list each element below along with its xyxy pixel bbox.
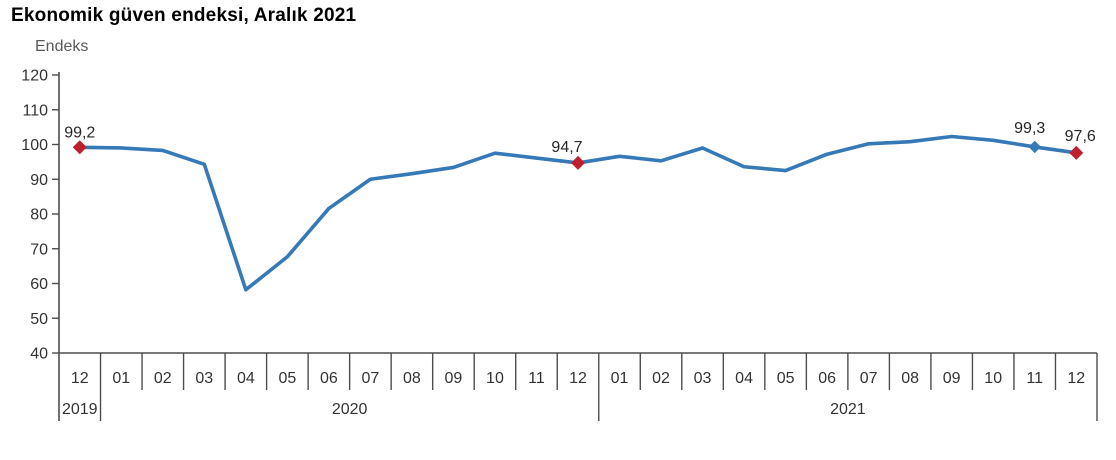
month-label: 12 bbox=[1067, 370, 1085, 387]
data-point-value-label: 97,6 bbox=[1065, 128, 1096, 145]
y-tick-label: 90 bbox=[30, 172, 48, 189]
month-label: 10 bbox=[984, 370, 1002, 387]
month-label: 03 bbox=[694, 370, 712, 387]
month-label: 06 bbox=[320, 370, 338, 387]
month-label: 07 bbox=[362, 370, 380, 387]
y-tick-label: 80 bbox=[30, 207, 48, 224]
data-point-marker bbox=[1028, 140, 1041, 154]
month-label: 12 bbox=[569, 370, 587, 387]
data-point-marker bbox=[72, 140, 87, 155]
month-label: 08 bbox=[901, 370, 919, 387]
y-tick-label: 110 bbox=[22, 102, 48, 119]
month-label: 11 bbox=[1026, 370, 1043, 387]
month-label: 12 bbox=[71, 370, 89, 387]
month-label: 02 bbox=[154, 370, 172, 387]
y-tick-label: 70 bbox=[30, 241, 48, 258]
data-point-marker bbox=[571, 155, 585, 170]
year-label: 2021 bbox=[830, 401, 866, 418]
month-label: 10 bbox=[486, 370, 504, 387]
month-label: 11 bbox=[528, 370, 545, 387]
month-label: 09 bbox=[943, 370, 961, 387]
month-label: 04 bbox=[237, 370, 255, 387]
month-label: 05 bbox=[777, 370, 795, 387]
y-axis-unit-label: Endeks bbox=[35, 38, 89, 55]
y-tick-label: 60 bbox=[30, 276, 48, 293]
y-tick-label: 40 bbox=[30, 346, 48, 363]
month-label: 08 bbox=[403, 370, 421, 387]
y-tick-label: 120 bbox=[21, 68, 48, 85]
data-point-value-label: 99,2 bbox=[64, 124, 95, 141]
year-label: 2019 bbox=[62, 401, 98, 418]
month-label: 04 bbox=[735, 370, 753, 387]
data-point-value-label: 99,3 bbox=[1014, 120, 1045, 137]
month-label: 01 bbox=[112, 370, 130, 387]
month-label: 09 bbox=[445, 370, 463, 387]
month-label: 02 bbox=[652, 370, 670, 387]
month-label: 06 bbox=[818, 370, 836, 387]
chart-title: Ekonomik güven endeksi, Aralık 2021 bbox=[11, 5, 357, 26]
month-label: 03 bbox=[195, 370, 213, 387]
y-tick-label: 50 bbox=[30, 311, 48, 328]
y-tick-label: 100 bbox=[21, 137, 48, 154]
year-label: 2020 bbox=[332, 401, 368, 418]
data-point-value-label: 94,7 bbox=[551, 139, 582, 156]
month-label: 05 bbox=[278, 370, 296, 387]
month-label: 07 bbox=[860, 370, 878, 387]
data-point-marker bbox=[1069, 145, 1084, 160]
month-label: 01 bbox=[611, 370, 629, 387]
